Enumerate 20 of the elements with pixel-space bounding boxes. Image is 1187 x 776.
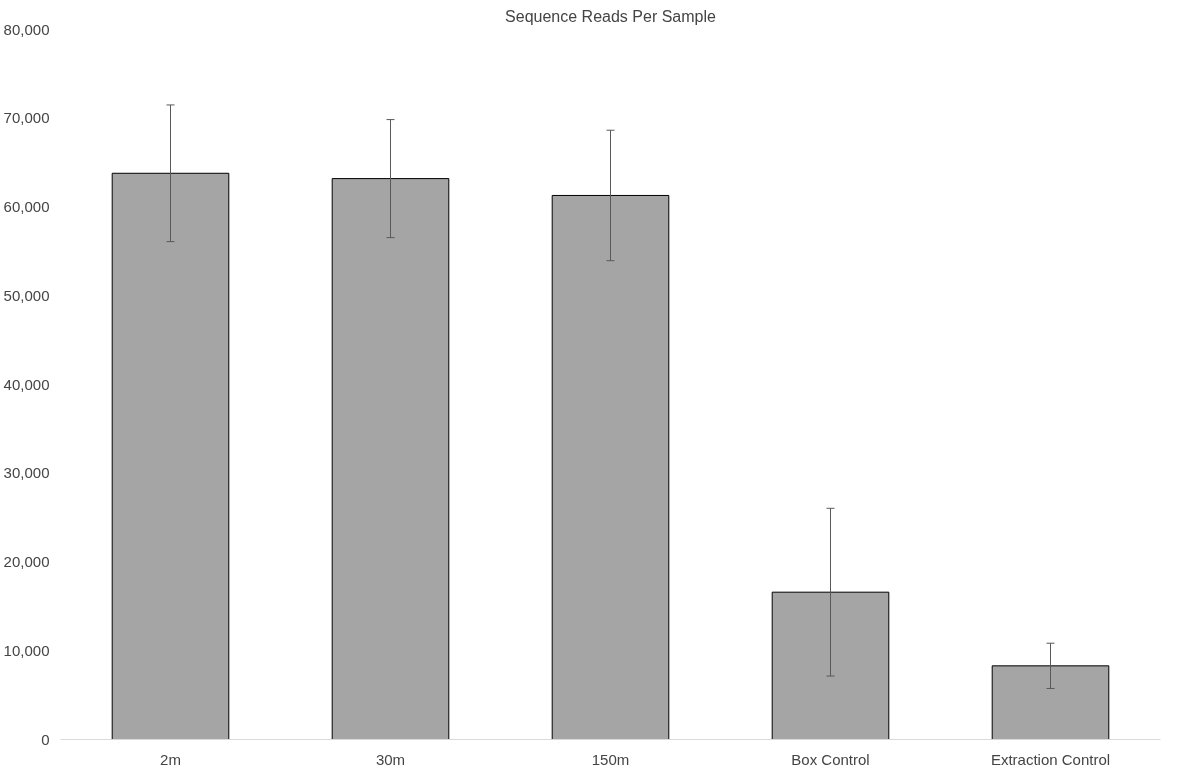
chart-title: Sequence Reads Per Sample [505,7,716,25]
y-tick-label: 50,000 [3,286,50,304]
bar [991,665,1110,740]
x-tick-label: 30m [375,750,406,768]
bar [771,591,890,740]
y-tick-label: 20,000 [3,553,50,570]
x-tick-label: Box Control [791,750,870,768]
y-tick-label: 70,000 [3,109,50,127]
x-tick-label: 2m [160,750,181,768]
bar [331,178,450,740]
y-tick-label: 60,000 [3,198,50,215]
y-tick-label: 30,000 [3,464,50,482]
y-tick-label: 10,000 [3,641,50,659]
x-tick-label: Extraction Control [990,750,1111,768]
y-tick-label: 80,000 [3,20,50,38]
bar [551,194,670,740]
x-tick-label: 150m [591,750,630,768]
bar [111,172,230,740]
y-tick-label: 0 [41,730,50,748]
y-tick-label: 40,000 [3,375,50,393]
